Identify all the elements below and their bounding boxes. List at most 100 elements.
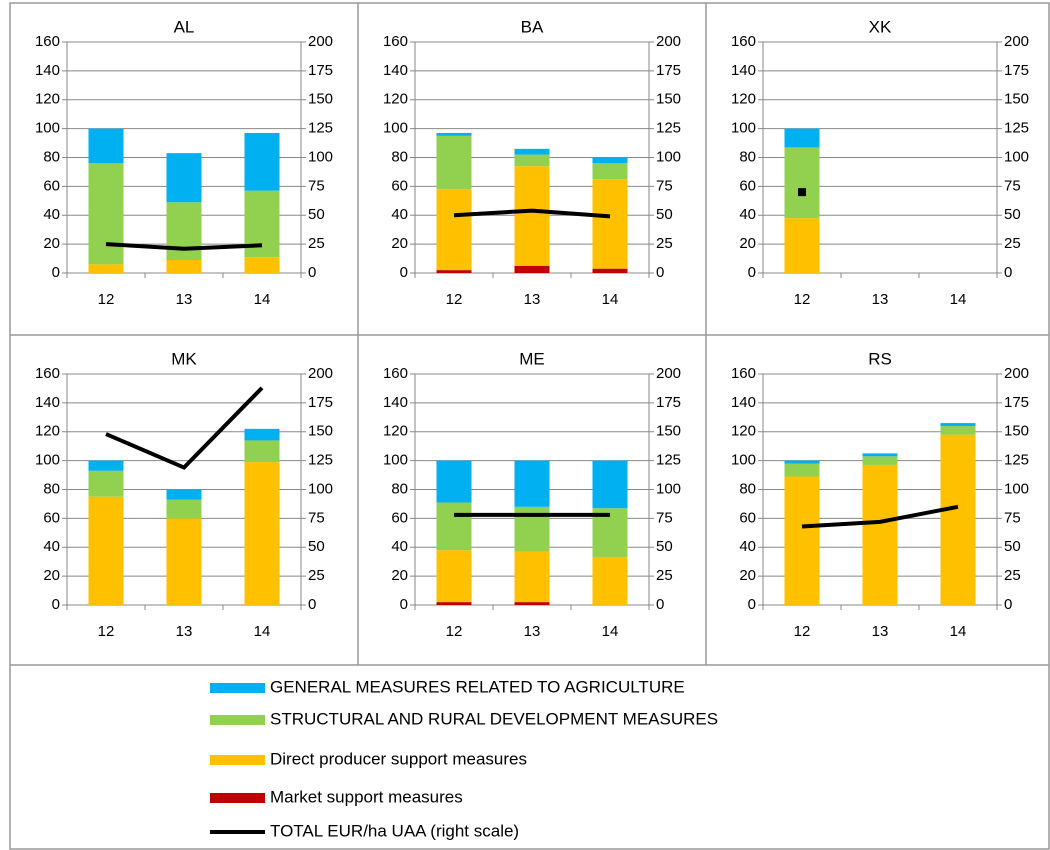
bar-segment: [244, 440, 280, 463]
y-tick-label: 120: [383, 423, 408, 440]
legend-label: STRUCTURAL AND RURAL DEVELOPMENT MEASURE…: [270, 709, 718, 728]
y-tick-label: 20: [391, 567, 408, 584]
y-tick-label: 20: [43, 235, 60, 252]
bar-segment: [514, 460, 550, 507]
y-tick-label: 140: [35, 62, 60, 79]
y-tick-label: 160: [731, 33, 756, 50]
y-tick-label: 80: [43, 480, 60, 497]
bar-segment: [88, 496, 124, 605]
bar-segment: [514, 154, 550, 167]
y2-tick-label: 25: [1004, 235, 1021, 252]
y2-tick-label: 0: [656, 264, 664, 281]
bar-segment: [436, 550, 472, 603]
y2-tick-label: 75: [656, 177, 673, 194]
y-tick-label: 160: [383, 365, 408, 382]
y2-tick-label: 100: [308, 480, 333, 497]
legend-label: Direct producer support measures: [270, 749, 527, 768]
x-tick-label: 14: [254, 291, 271, 308]
y2-tick-label: 0: [656, 596, 664, 613]
y-tick-label: 60: [739, 177, 756, 194]
y-tick-label: 120: [383, 91, 408, 108]
y2-tick-label: 75: [656, 509, 673, 526]
y-tick-label: 0: [52, 596, 60, 613]
x-tick-label: 12: [794, 623, 811, 640]
y2-tick-label: 200: [1004, 33, 1029, 50]
y2-tick-label: 75: [308, 509, 325, 526]
legend-swatch: [210, 793, 265, 803]
y-tick-label: 140: [35, 394, 60, 411]
y2-tick-label: 150: [656, 91, 681, 108]
bar-segment: [166, 202, 202, 261]
legend-swatch: [210, 683, 265, 693]
bar-segment: [592, 163, 628, 180]
y-tick-label: 100: [383, 120, 408, 137]
bar-segment: [940, 423, 976, 426]
y2-tick-label: 25: [656, 235, 673, 252]
y-tick-label: 0: [748, 264, 756, 281]
bar-segment: [436, 502, 472, 551]
y2-tick-label: 75: [1004, 177, 1021, 194]
bar-segment: [592, 157, 628, 164]
y2-tick-label: 150: [308, 423, 333, 440]
bar-segment: [436, 460, 472, 503]
y-tick-label: 120: [731, 91, 756, 108]
y2-tick-label: 200: [308, 33, 333, 50]
y2-tick-label: 175: [308, 62, 333, 79]
y2-tick-label: 150: [656, 423, 681, 440]
y2-tick-label: 0: [308, 264, 316, 281]
x-tick-label: 13: [176, 623, 193, 640]
y2-tick-label: 200: [656, 365, 681, 382]
bar-segment: [514, 166, 550, 266]
bar-segment: [592, 268, 628, 273]
y-tick-label: 20: [43, 567, 60, 584]
y-tick-label: 80: [739, 148, 756, 165]
legend-swatch: [210, 715, 265, 725]
y-tick-label: 120: [731, 423, 756, 440]
y2-tick-label: 75: [308, 177, 325, 194]
bar-segment: [244, 257, 280, 273]
y-tick-label: 140: [383, 394, 408, 411]
y-tick-label: 20: [739, 235, 756, 252]
y2-tick-label: 50: [656, 538, 673, 555]
y-tick-label: 20: [739, 567, 756, 584]
bar-segment: [436, 270, 472, 273]
y2-tick-label: 175: [1004, 62, 1029, 79]
y2-tick-label: 125: [656, 452, 681, 469]
y-tick-label: 60: [391, 509, 408, 526]
y-tick-label: 40: [739, 206, 756, 223]
y-tick-label: 80: [391, 148, 408, 165]
total-line: [105, 386, 264, 470]
bar-segment: [514, 602, 550, 605]
bar-segment: [166, 153, 202, 203]
bar-segment: [592, 179, 628, 269]
y-tick-label: 80: [739, 480, 756, 497]
chart-title: RS: [868, 349, 892, 368]
bar-segment: [88, 128, 124, 164]
y2-tick-label: 150: [1004, 91, 1029, 108]
y2-tick-label: 125: [1004, 452, 1029, 469]
x-tick-label: 14: [950, 623, 967, 640]
y2-tick-label: 50: [1004, 206, 1021, 223]
y-tick-label: 0: [400, 596, 408, 613]
y2-tick-label: 200: [656, 33, 681, 50]
bar-segment: [88, 264, 124, 273]
total-line: [105, 242, 263, 251]
y2-tick-label: 100: [308, 148, 333, 165]
x-tick-label: 13: [524, 623, 541, 640]
legend-label: GENERAL MEASURES RELATED TO AGRICULTURE: [270, 677, 685, 696]
x-tick-label: 14: [602, 291, 619, 308]
bar-segment: [862, 453, 898, 457]
bar-segment: [784, 147, 820, 219]
y-tick-label: 80: [43, 148, 60, 165]
y-tick-label: 20: [391, 235, 408, 252]
y-tick-label: 40: [739, 538, 756, 555]
x-tick-label: 14: [602, 623, 619, 640]
y2-tick-label: 150: [308, 91, 333, 108]
total-line: [801, 504, 959, 529]
bar-segment: [436, 135, 472, 190]
y-tick-label: 0: [748, 596, 756, 613]
legend-label: Market support measures: [270, 787, 463, 806]
x-tick-label: 14: [950, 291, 967, 308]
y-tick-label: 140: [383, 62, 408, 79]
bar-segment: [940, 434, 976, 605]
